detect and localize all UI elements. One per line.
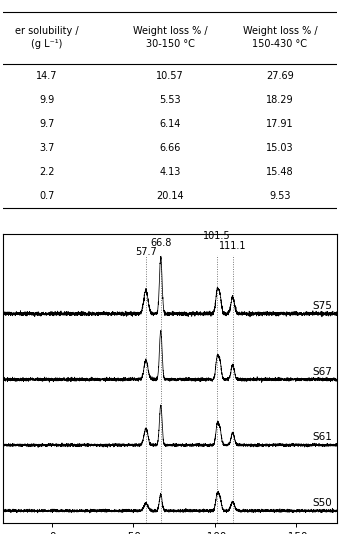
- Text: 6.66: 6.66: [159, 143, 181, 153]
- Text: 14.7: 14.7: [36, 70, 57, 81]
- Text: S50: S50: [312, 498, 332, 508]
- Text: 5.53: 5.53: [159, 95, 181, 105]
- Text: 10.57: 10.57: [156, 70, 184, 81]
- Text: 9.53: 9.53: [269, 191, 291, 201]
- Text: Weight loss % /
30-150 °C: Weight loss % / 30-150 °C: [133, 27, 207, 49]
- Text: 27.69: 27.69: [266, 70, 294, 81]
- Text: 17.91: 17.91: [266, 119, 294, 129]
- Text: 15.03: 15.03: [266, 143, 294, 153]
- Text: 66.8: 66.8: [150, 238, 171, 248]
- Text: 9.7: 9.7: [39, 119, 54, 129]
- Text: 18.29: 18.29: [266, 95, 294, 105]
- Text: 20.14: 20.14: [156, 191, 184, 201]
- Text: S75: S75: [312, 301, 332, 311]
- Text: 0.7: 0.7: [39, 191, 54, 201]
- Text: 3.7: 3.7: [39, 143, 54, 153]
- Text: 101.5: 101.5: [203, 231, 231, 241]
- Text: er solubility /
(g L⁻¹): er solubility / (g L⁻¹): [15, 27, 79, 49]
- Text: S67: S67: [312, 366, 332, 376]
- Text: 9.9: 9.9: [39, 95, 54, 105]
- Text: 4.13: 4.13: [159, 167, 181, 177]
- Text: 6.14: 6.14: [159, 119, 181, 129]
- Text: 15.48: 15.48: [266, 167, 294, 177]
- Text: 111.1: 111.1: [219, 241, 246, 251]
- Text: Weight loss % /
150-430 °C: Weight loss % / 150-430 °C: [243, 27, 317, 49]
- Text: S61: S61: [312, 432, 332, 442]
- Text: 2.2: 2.2: [39, 167, 54, 177]
- Text: 57.7: 57.7: [135, 247, 157, 257]
